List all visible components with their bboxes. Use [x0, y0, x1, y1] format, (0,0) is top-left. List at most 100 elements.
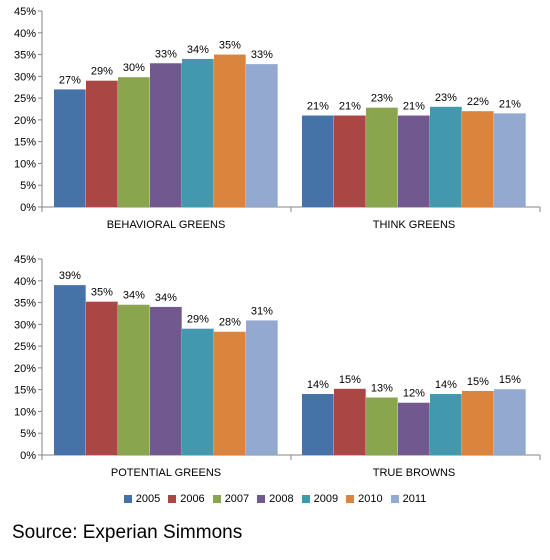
bar-true-browns-2006 [334, 388, 366, 455]
y-tick-label: 25% [14, 93, 36, 105]
bar-true-browns-2010 [462, 390, 494, 455]
legend-swatch [123, 495, 132, 503]
data-label-true-browns-2007: 13% [371, 383, 393, 395]
category-label-potential-greens: POTENTIAL GREENS [111, 467, 221, 479]
bar-behavioral-greens-2010 [214, 54, 246, 207]
y-tick-label: 30% [14, 319, 36, 331]
legend-label: 2011 [402, 493, 427, 505]
y-tick-label: 15% [14, 137, 36, 149]
y-tick-label: 0% [20, 202, 36, 214]
y-tick-label: 45% [14, 6, 36, 18]
data-label-behavioral-greens-2009: 34% [187, 44, 209, 56]
legend-label: 2005 [135, 493, 161, 505]
legend-label: 2010 [358, 493, 383, 505]
data-label-think-greens-2007: 23% [371, 93, 393, 105]
bar-think-greens-2006 [334, 115, 366, 207]
data-label-think-greens-2006: 21% [339, 101, 361, 113]
legend-item-2010: 2010 [346, 493, 383, 505]
chart-legend: 2005 2006 2007 2008 2009 2010 2011 [0, 493, 550, 505]
bar-behavioral-greens-2008 [150, 63, 182, 208]
data-label-think-greens-2008: 21% [403, 101, 425, 113]
bar-behavioral-greens-2006 [86, 80, 118, 207]
data-label-true-browns-2008: 12% [403, 388, 425, 400]
bar-think-greens-2009 [430, 106, 462, 207]
bar-think-greens-2008 [398, 115, 430, 207]
bar-behavioral-greens-2011 [246, 64, 278, 207]
category-label-behavioral-greens: BEHAVIORAL GREENS [107, 219, 226, 231]
category-label-think-greens: THINK GREENS [373, 219, 456, 231]
data-label-think-greens-2009: 23% [435, 92, 457, 104]
legend-swatch [168, 495, 177, 503]
legend-item-2009: 2009 [301, 493, 339, 505]
source-caption: Source: Experian Simmons [12, 522, 243, 543]
data-label-think-greens-2005: 21% [307, 101, 329, 113]
legend-item-2007: 2007 [212, 493, 250, 505]
data-label-behavioral-greens-2010: 35% [219, 40, 241, 52]
data-label-behavioral-greens-2011: 33% [251, 49, 273, 61]
y-tick-label: 35% [14, 50, 36, 62]
data-label-true-browns-2009: 14% [435, 379, 457, 391]
bar-potential-greens-2010 [214, 331, 246, 455]
data-label-potential-greens-2007: 34% [123, 290, 145, 302]
legend-swatch [346, 495, 355, 503]
y-tick-label: 40% [14, 28, 36, 40]
legend-item-2011: 2011 [390, 493, 427, 505]
data-label-think-greens-2011: 21% [499, 98, 521, 110]
bar-think-greens-2011 [494, 113, 526, 207]
data-label-potential-greens-2011: 31% [251, 305, 273, 317]
legend-swatch [257, 495, 266, 503]
chart-area: 0% 5% 10% 15% 20% 25% 30% 35% 40% 45% 27% 29% 30% 33%… [14, 6, 541, 479]
bar-potential-greens-2008 [150, 306, 182, 455]
data-label-true-browns-2010: 15% [467, 376, 489, 388]
y-tick-label: 25% [14, 341, 36, 353]
bar-behavioral-greens-2005 [54, 89, 86, 207]
y-tick-label: 45% [14, 254, 36, 266]
bar-potential-greens-2009 [182, 328, 214, 455]
data-label-true-browns-2011: 15% [499, 374, 521, 386]
y-tick-label: 5% [20, 180, 36, 192]
data-label-potential-greens-2006: 35% [91, 287, 113, 299]
bar-true-browns-2005 [302, 394, 334, 455]
legend-label: 2008 [269, 493, 294, 505]
y-tick-label: 15% [14, 385, 36, 397]
data-label-behavioral-greens-2007: 30% [123, 62, 145, 74]
bar-potential-greens-2005 [54, 285, 86, 455]
y-tick-label: 35% [14, 298, 36, 310]
y-tick-label: 20% [14, 363, 36, 375]
bar-behavioral-greens-2009 [182, 58, 214, 208]
legend-label: 2009 [313, 493, 339, 505]
legend-swatch [390, 495, 399, 503]
legend-label: 2006 [180, 493, 205, 505]
data-label-true-browns-2005: 14% [307, 379, 329, 391]
bar-true-browns-2007 [366, 397, 398, 455]
data-label-true-browns-2006: 15% [339, 374, 361, 386]
bar-think-greens-2005 [302, 115, 334, 207]
bar-potential-greens-2006 [86, 301, 118, 455]
bar-potential-greens-2011 [246, 320, 278, 455]
data-label-potential-greens-2009: 29% [187, 314, 209, 326]
y-tick-label: 5% [20, 428, 36, 440]
bar-true-browns-2009 [430, 394, 462, 455]
bar-behavioral-greens-2007 [118, 77, 150, 208]
legend-label: 2007 [224, 493, 250, 505]
category-label-true-browns: TRUE BROWNS [373, 467, 456, 479]
bar-potential-greens-2007 [118, 304, 150, 455]
data-label-behavioral-greens-2006: 29% [91, 66, 113, 78]
legend-item-2005: 2005 [123, 493, 161, 505]
data-label-potential-greens-2008: 34% [155, 292, 177, 304]
legend-swatch [301, 495, 310, 503]
y-tick-label: 10% [14, 158, 36, 170]
legend-item-2006: 2006 [168, 493, 205, 505]
y-tick-label: 30% [14, 71, 36, 83]
y-tick-label: 20% [14, 115, 36, 127]
data-label-think-greens-2010: 22% [467, 96, 489, 108]
legend-item-2008: 2008 [257, 493, 294, 505]
y-tick-label: 40% [14, 276, 36, 288]
y-tick-label: 0% [20, 450, 36, 462]
bar-think-greens-2007 [366, 107, 398, 207]
bar-true-browns-2008 [398, 402, 430, 455]
data-label-potential-greens-2010: 28% [219, 317, 241, 329]
data-label-potential-greens-2005: 39% [59, 270, 81, 282]
bar-think-greens-2010 [462, 111, 494, 207]
y-tick-label: 10% [14, 406, 36, 418]
